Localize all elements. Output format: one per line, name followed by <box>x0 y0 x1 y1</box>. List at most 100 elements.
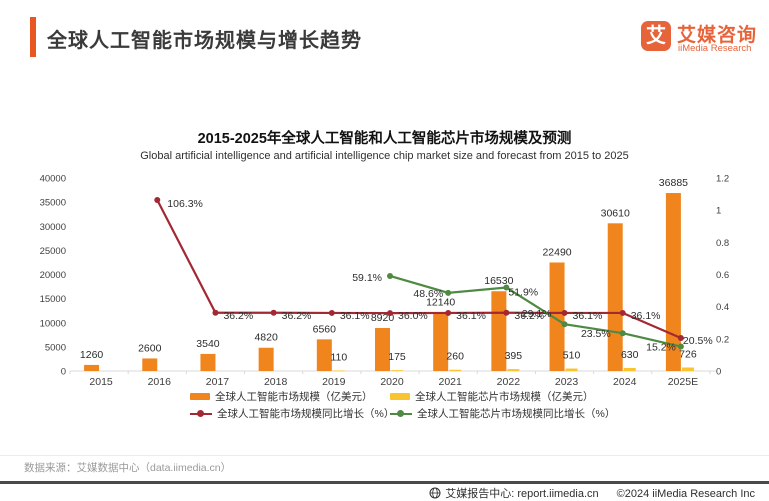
line-label: 36.0% <box>398 310 428 322</box>
logo-name-cn: 艾媒咨询 <box>677 25 758 46</box>
line-label: 36.1% <box>340 310 370 322</box>
line-point <box>445 289 452 296</box>
line-label: 36.1% <box>573 310 603 322</box>
line-point <box>387 310 393 317</box>
page-title: 全球人工智能市场规模与增长趋势 <box>47 30 362 52</box>
bar-label: 36885 <box>659 177 688 189</box>
y-axis-left-tick: 35000 <box>40 198 66 209</box>
bar-2022 <box>507 369 520 371</box>
y-axis-right-tick: 1.2 <box>716 174 729 185</box>
line-point <box>270 309 277 316</box>
bar-2019 <box>332 370 345 372</box>
y-axis-left-tick: 30000 <box>40 222 66 233</box>
bar-label: 726 <box>679 348 697 360</box>
y-axis-right-tick: 0.4 <box>716 302 729 313</box>
x-axis-label: 2021 <box>439 376 463 388</box>
line-point <box>503 309 510 316</box>
y-axis-left-tick: 40000 <box>40 174 66 185</box>
line-point <box>154 197 161 204</box>
bar-label: 175 <box>388 351 406 363</box>
bar-2019 <box>316 339 332 371</box>
bar-2025E <box>665 193 681 371</box>
line-point <box>503 284 510 291</box>
bar-label: 3540 <box>196 338 220 350</box>
line-label: 20.5% <box>683 335 713 347</box>
bar-label: 395 <box>505 350 523 362</box>
header-accent-bar <box>30 17 36 57</box>
line-label: 36.2% <box>514 310 544 322</box>
bar-2017 <box>200 353 216 371</box>
x-axis-label: 2023 <box>555 376 579 388</box>
legend-chip-growth-swatch <box>390 410 412 417</box>
bar-2024 <box>623 367 636 371</box>
line-label: 36.1% <box>456 310 486 322</box>
bar-label: 30610 <box>601 207 630 219</box>
line-point <box>328 309 335 316</box>
footer-copyright: ©2024 iiMedia Research Inc <box>616 488 755 500</box>
line-point <box>677 335 684 342</box>
line-point <box>445 309 452 316</box>
growth-line <box>156 199 682 340</box>
bars-chip-market: 110 175 260 395 510 630 726 <box>330 348 697 372</box>
y-axis-right-tick: 1 <box>716 206 721 217</box>
legend-chip-growth-label: 全球人工智能芯片市场规模同比增长（%） <box>417 408 616 420</box>
globe-icon <box>429 487 441 499</box>
y-axis-right-tick: 0.8 <box>716 238 729 249</box>
bar-label: 6560 <box>313 323 337 335</box>
footer-report-center: 艾媒报告中心: report.iimedia.cn <box>445 488 599 500</box>
line-point <box>387 272 393 279</box>
line-label: 36.1% <box>631 310 661 322</box>
bar-label: 110 <box>330 351 347 363</box>
y-axis-left-tick: 15000 <box>40 294 66 305</box>
legend-ai-growth: 全球人工智能市场规模同比增长（%） <box>190 406 394 420</box>
y-axis-left: 0 5000 10000 15000 20000 25000 30000 35000 40000 <box>40 174 66 378</box>
bar-2020 <box>391 370 403 371</box>
y-axis-left-tick: 25000 <box>40 246 66 257</box>
legend-ai-market-label: 全球人工智能市场规模（亿美元） <box>215 391 373 403</box>
line-label: 48.6% <box>413 288 443 300</box>
line-label: 29.1% <box>522 308 552 320</box>
bar-2023 <box>549 262 565 371</box>
legend-ai-market: 全球人工智能市场规模（亿美元） <box>190 389 373 403</box>
line-chip-growth: 59.1% 48.6% 51.9% 29.1% 23.5% 15.2% <box>352 272 684 354</box>
line-label: 15.2% <box>646 342 676 354</box>
legend-ai-growth-label: 全球人工智能市场规模同比增长（%） <box>217 408 395 420</box>
x-axis: 2015 2016 2017 2018 2019 2020 2021 2022 2023 2024… <box>69 370 716 388</box>
line-point <box>619 330 626 337</box>
x-axis-label: 2018 <box>264 376 288 388</box>
line-point <box>212 309 219 316</box>
legend-ai-market-swatch <box>190 393 210 400</box>
combo-chart: 2015 2016 2017 2018 2019 2020 2021 2022 2023 2024… <box>40 174 730 389</box>
y-axis-left-tick: 0 <box>61 367 66 378</box>
line-label: 36.2% <box>223 310 253 322</box>
x-axis-label: 2025E <box>668 376 698 388</box>
bar-label: 1260 <box>80 349 104 361</box>
y-axis-right-tick: 0.2 <box>716 334 729 345</box>
line-label: 23.5% <box>581 328 611 340</box>
growth-line <box>389 274 682 348</box>
bar-2020 <box>375 327 390 371</box>
bar-2023 <box>565 368 578 371</box>
divider-light <box>0 455 769 456</box>
bar-2015 <box>84 364 100 371</box>
bar-2018 <box>258 347 274 371</box>
bar-2016 <box>142 358 158 371</box>
footer: 艾媒报告中心: report.iimedia.cn ©2024 iiMedia R… <box>429 485 755 501</box>
y-axis-left-tick: 10000 <box>40 318 66 329</box>
bar-label: 4820 <box>254 332 278 344</box>
x-axis-label: 2024 <box>613 376 637 388</box>
line-label: 59.1% <box>352 272 382 284</box>
bar-label: 510 <box>563 350 581 362</box>
y-axis-right: 0 0.2 0.4 0.6 0.8 1 1.2 <box>716 174 729 378</box>
x-axis-label: 2022 <box>497 376 521 388</box>
iimedia-logo-icon: 艾 <box>641 21 671 51</box>
x-axis-label: 2016 <box>148 376 172 388</box>
chart-title: 2015-2025年全球人工智能和人工智能芯片市场规模及预测 <box>197 131 572 147</box>
y-axis-right-tick: 0 <box>716 367 721 378</box>
x-axis-label: 2020 <box>380 376 404 388</box>
legend-ai-growth-swatch <box>190 410 212 417</box>
line-point <box>561 309 568 316</box>
legend-chip-market: 全球人工智能芯片市场规模（亿美元） <box>390 389 594 403</box>
